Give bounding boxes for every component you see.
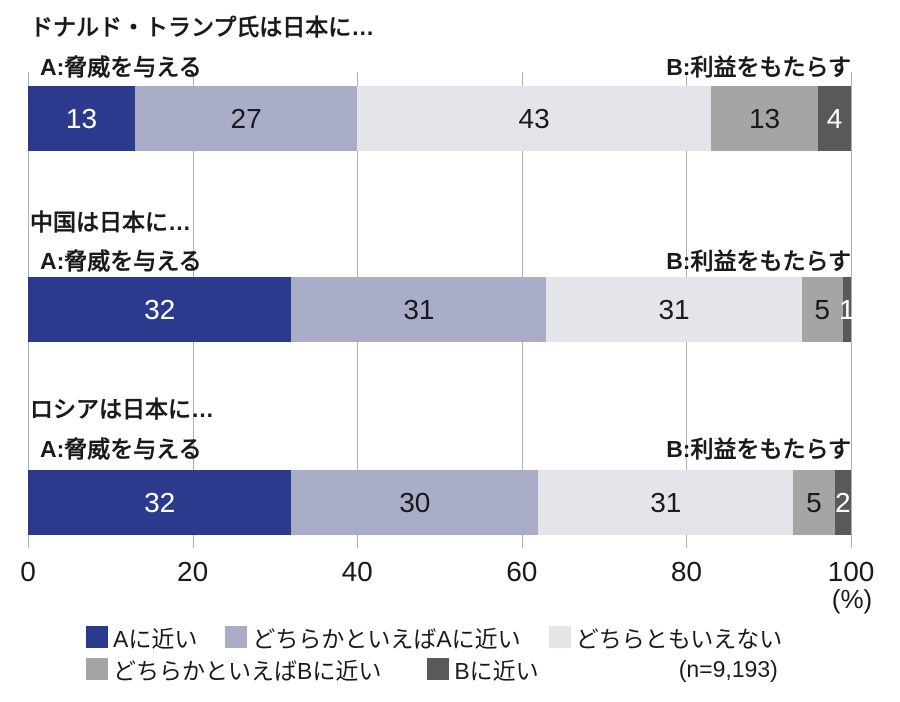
bar-segment: 2 [834,470,851,535]
legend-swatch [86,658,108,680]
segment-value: 5 [814,293,830,325]
segment-value: 30 [399,486,431,518]
pole-label-a-1: A:脅威を与える [40,248,202,274]
legend-item: どちらかといえばAに近い [225,620,521,654]
segment-value: 5 [806,486,822,518]
bar-segment: 4 [818,86,851,151]
legend-label: Bに近い [454,658,539,684]
axis-tick-label-80: 80 [670,556,702,587]
bar-segment: 31 [291,277,547,342]
segment-value: 13 [65,102,98,134]
axis-tick-label-100: 100 [827,556,875,587]
legend-swatch [86,626,108,648]
legend: Aに近い どちらかといえばAに近い どちらともいえない どちらかといえばBに近い Bに… [86,621,826,685]
legend-swatch [548,626,571,648]
pole-label-b-0: B:利益をもたらす [666,54,851,80]
segment-value: 32 [144,486,176,518]
pole-label-b-1: B:利益をもたらす [666,248,851,274]
pole-label-a-2: A:脅威を与える [40,436,202,462]
segment-value: 27 [230,102,262,134]
bar-segment: 31 [538,470,794,535]
legend-label: どちらかといえばBに近い [113,658,382,684]
bar-segment: 31 [546,277,802,342]
segment-value: 43 [518,102,550,134]
stacked-bar-1: 32 31 31 5 1 [28,277,855,342]
segment-value: 31 [403,293,435,325]
axis-tick-label-0: 0 [20,556,36,587]
segment-value: 4 [826,102,843,134]
segment-value: 31 [650,486,682,518]
stacked-bar-0: 13 27 43 13 4 [28,86,851,151]
group-title-2: ロシアは日本に… [30,396,214,422]
group-title-1: 中国は日本に… [30,209,191,235]
group-title-0: ドナルド・トランプ氏は日本に… [30,14,375,40]
segment-value: 1 [839,293,855,325]
bar-segment: 13 [711,86,819,151]
bar-segment: 1 [839,277,855,342]
legend-swatch [225,626,248,648]
axis-unit-label: (%) [831,584,873,614]
bar-segment: 5 [793,470,835,535]
segment-value: 32 [144,293,176,325]
legend-item: Aに近い [86,620,197,654]
legend-label: どちらかといえばAに近い [252,626,521,652]
bar-segment: 5 [801,277,843,342]
legend-label: どちらともいえない [575,626,783,652]
bar-segment: 30 [291,470,539,535]
stacked-bar-2: 32 30 31 5 2 [28,470,851,535]
legend-swatch [427,658,450,680]
bar-segment: 27 [134,86,358,151]
legend-item: どちらかといえばBに近い [86,652,381,686]
bar-segment: 32 [28,277,292,342]
segment-value: 2 [834,486,851,518]
segment-value: 13 [748,102,781,134]
bar-segment: 32 [28,470,292,535]
bar-segment: 13 [28,86,135,151]
axis-tick-label-40: 40 [341,556,373,587]
gridline-100 [851,72,852,548]
legend-item: Bに近い [427,652,539,686]
pole-label-a-0: A:脅威を与える [40,54,202,80]
legend-label: Aに近い [113,626,198,652]
sample-size-label: (n=9,193) [678,655,778,682]
legend-item: どちらともいえない [548,620,783,654]
legend-row-2: どちらかといえばBに近い Bに近い (n=9,193) [86,653,826,685]
axis-tick-label-20: 20 [177,556,209,587]
bar-segment: 43 [357,86,712,151]
axis-tick-label-60: 60 [506,556,538,587]
legend-row-1: Aに近い どちらかといえばAに近い どちらともいえない [86,621,826,653]
segment-value: 31 [658,293,690,325]
pole-label-b-2: B:利益をもたらす [666,436,851,462]
